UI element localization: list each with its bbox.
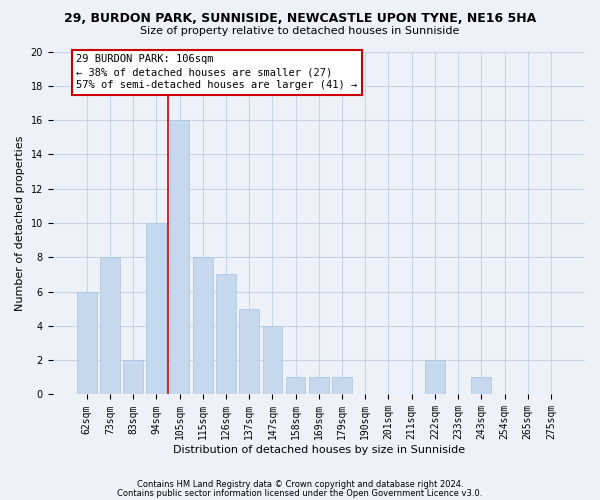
- X-axis label: Distribution of detached houses by size in Sunniside: Distribution of detached houses by size …: [173, 445, 465, 455]
- Bar: [123, 360, 143, 394]
- Bar: [77, 292, 97, 395]
- Bar: [263, 326, 282, 394]
- Bar: [239, 308, 259, 394]
- Bar: [472, 378, 491, 394]
- Bar: [332, 378, 352, 394]
- Bar: [286, 378, 305, 394]
- Bar: [216, 274, 236, 394]
- Bar: [170, 120, 190, 394]
- Text: Size of property relative to detached houses in Sunniside: Size of property relative to detached ho…: [140, 26, 460, 36]
- Text: 29, BURDON PARK, SUNNISIDE, NEWCASTLE UPON TYNE, NE16 5HA: 29, BURDON PARK, SUNNISIDE, NEWCASTLE UP…: [64, 12, 536, 26]
- Bar: [146, 223, 166, 394]
- Text: Contains public sector information licensed under the Open Government Licence v3: Contains public sector information licen…: [118, 488, 482, 498]
- Bar: [309, 378, 329, 394]
- Bar: [100, 258, 120, 394]
- Y-axis label: Number of detached properties: Number of detached properties: [15, 136, 25, 310]
- Text: Contains HM Land Registry data © Crown copyright and database right 2024.: Contains HM Land Registry data © Crown c…: [137, 480, 463, 489]
- Bar: [193, 258, 212, 394]
- Text: 29 BURDON PARK: 106sqm
← 38% of detached houses are smaller (27)
57% of semi-det: 29 BURDON PARK: 106sqm ← 38% of detached…: [76, 54, 358, 90]
- Bar: [425, 360, 445, 394]
